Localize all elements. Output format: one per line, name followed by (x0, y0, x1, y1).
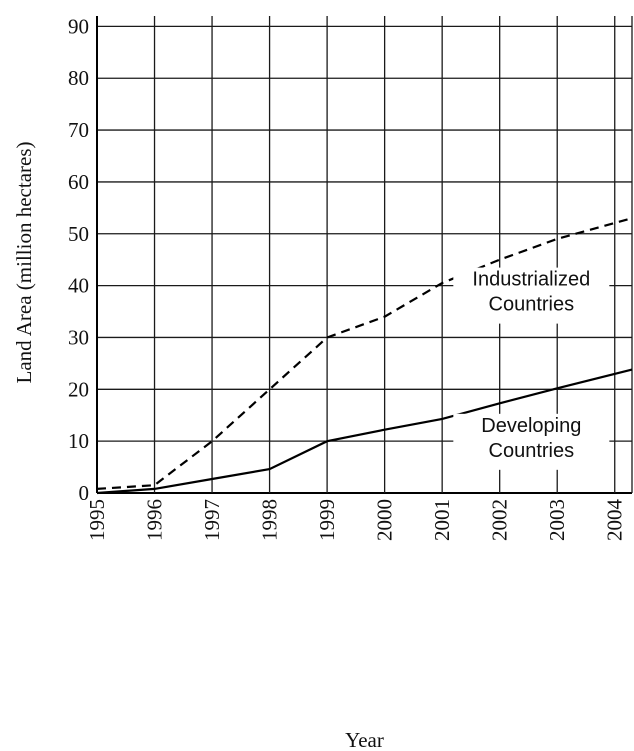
series-labels: Industrialized Countries Developing Countri… (453, 267, 610, 470)
y-axis-label: Land Area (million hectares) (12, 142, 36, 384)
series-label-line: Countries (489, 294, 575, 316)
series-label-background (453, 267, 610, 324)
x-axis-label: Year (345, 728, 384, 751)
x-tick-label: 1996 (143, 499, 167, 541)
x-tick-label: 1997 (200, 499, 224, 541)
x-tick-label: 2002 (488, 499, 512, 541)
industrialized-series-line (96, 217, 633, 490)
axis-ticks: 0 10 20 30 40 50 60 70 80 90 1995 1996 1997 1998 1999 2… (68, 14, 627, 541)
series-label-line: Countries (489, 440, 575, 462)
y-tick-label: 50 (68, 222, 89, 246)
developing-series-line (96, 368, 633, 495)
series-label-line: Developing (481, 415, 581, 437)
gridlines (96, 16, 633, 494)
y-tick-label: 90 (68, 14, 89, 38)
y-tick-label: 30 (68, 325, 89, 349)
y-tick-label: 80 (68, 66, 89, 90)
x-tick-label: 2001 (430, 499, 454, 541)
y-tick-label: 70 (68, 118, 89, 142)
x-tick-label: 1995 (85, 499, 109, 541)
series-lines (96, 217, 633, 495)
y-tick-label: 60 (68, 170, 89, 194)
x-tick-label: 1998 (258, 499, 282, 541)
series-label-background (453, 413, 610, 470)
y-tick-label: 20 (68, 377, 89, 401)
y-tick-label: 40 (68, 274, 89, 298)
x-tick-label: 2003 (545, 499, 569, 541)
x-tick-label: 2004 (603, 499, 627, 542)
series-label-line: Industrialized (472, 269, 590, 291)
x-tick-label: 2000 (373, 499, 397, 541)
y-tick-label: 0 (79, 481, 90, 505)
y-tick-label: 10 (68, 429, 89, 453)
x-tick-label: 1999 (315, 499, 339, 541)
